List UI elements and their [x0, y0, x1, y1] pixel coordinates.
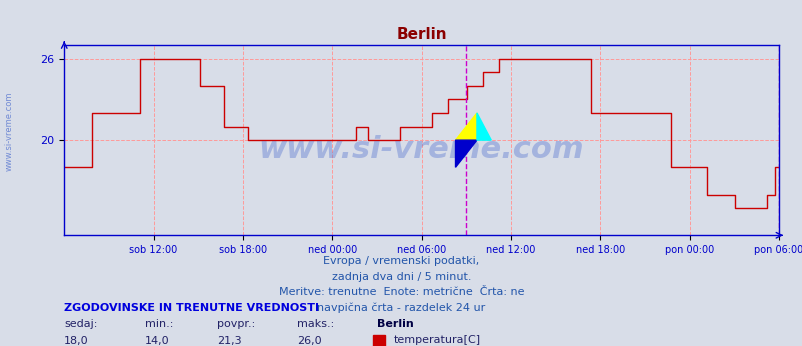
Text: 26,0: 26,0 [297, 336, 322, 346]
Text: Berlin: Berlin [377, 319, 414, 329]
Title: Berlin: Berlin [395, 27, 447, 43]
Text: 18,0: 18,0 [64, 336, 89, 346]
Polygon shape [476, 113, 491, 140]
Text: sedaj:: sedaj: [64, 319, 98, 329]
Text: temperatura[C]: temperatura[C] [393, 335, 480, 345]
Text: navpična črta - razdelek 24 ur: navpična črta - razdelek 24 ur [317, 303, 485, 313]
Text: povpr.:: povpr.: [217, 319, 255, 329]
Text: zadnja dva dni / 5 minut.: zadnja dva dni / 5 minut. [331, 272, 471, 282]
Polygon shape [455, 140, 476, 167]
Text: 14,0: 14,0 [144, 336, 169, 346]
Text: 21,3: 21,3 [217, 336, 241, 346]
Polygon shape [455, 113, 476, 140]
Text: Meritve: trenutne  Enote: metrične  Črta: ne: Meritve: trenutne Enote: metrične Črta: … [278, 287, 524, 297]
Text: min.:: min.: [144, 319, 172, 329]
Text: Evropa / vremenski podatki,: Evropa / vremenski podatki, [323, 256, 479, 266]
Text: ZGODOVINSKE IN TRENUTNE VREDNOSTI: ZGODOVINSKE IN TRENUTNE VREDNOSTI [64, 303, 319, 313]
Text: maks.:: maks.: [297, 319, 334, 329]
Text: www.si-vreme.com: www.si-vreme.com [258, 135, 584, 164]
Text: www.si-vreme.com: www.si-vreme.com [5, 92, 14, 171]
